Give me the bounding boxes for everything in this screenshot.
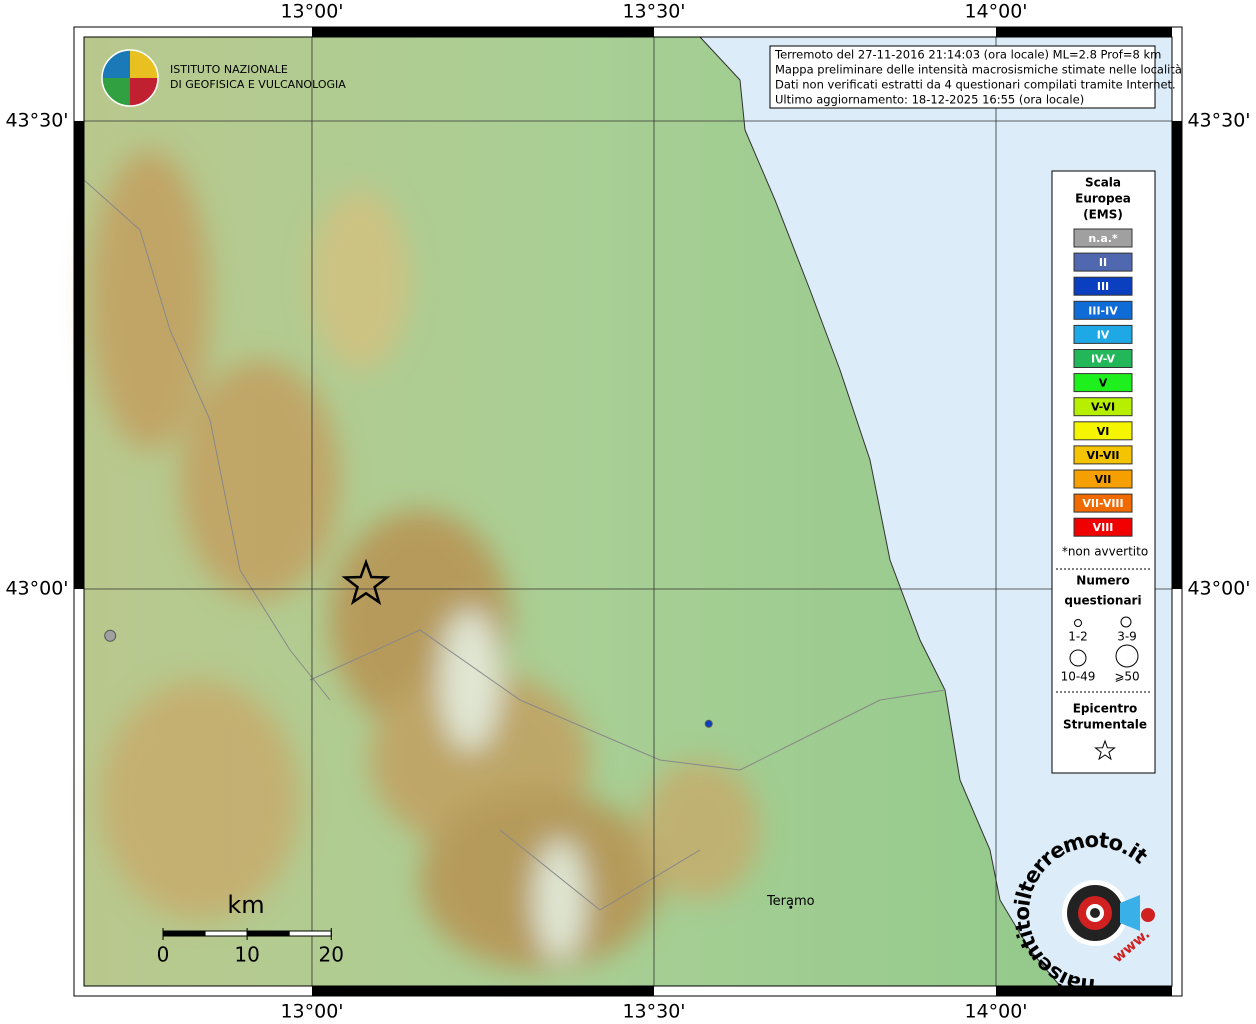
count-title: Numero	[1076, 574, 1129, 588]
frame-band	[311, 27, 654, 37]
legend-label: III-IV	[1088, 304, 1118, 317]
legend-swatch	[1073, 421, 1133, 441]
legend-swatch	[1073, 228, 1133, 248]
legend-label: II	[1099, 256, 1107, 269]
intensity-point	[104, 629, 117, 642]
y-tick-label: 43°00'	[1187, 578, 1250, 600]
logo-text: DI GEOFISICA E VULCANOLOGIA	[170, 78, 346, 91]
info-line: Ultimo aggiornamento: 18-12-2025 16:55 (…	[775, 93, 1084, 107]
place-label: Teramo	[766, 894, 815, 909]
legend-swatch	[1073, 349, 1133, 368]
legend-title: (EMS)	[1083, 208, 1123, 222]
count-size: 1-2	[1068, 630, 1088, 644]
legend-label: VII-VIII	[1082, 497, 1123, 510]
epicenter-title: Strumentale	[1063, 718, 1147, 732]
legend-label: IV-V	[1091, 353, 1116, 366]
frame-band	[311, 986, 654, 996]
frame: 13°00' 13°00' 13°30' 13°30' 14°00' 14°00' 43°0…	[5, 1, 1250, 1023]
frame-band	[74, 120, 84, 590]
count-title: questionari	[1064, 594, 1141, 608]
scale-unit: km	[227, 891, 264, 919]
count-size: 3-9	[1117, 630, 1137, 644]
legend-label: IV	[1097, 328, 1110, 341]
x-tick-label: 14°00'	[964, 1, 1027, 23]
legend-label: VII	[1095, 473, 1112, 486]
legend-label: n.a.*	[1088, 232, 1118, 245]
y-tick-label: 43°30'	[5, 109, 68, 131]
legend-swatch	[1073, 445, 1133, 465]
legend-swatch	[1073, 373, 1133, 393]
logo-text: ISTITUTO NAZIONALE	[170, 63, 288, 76]
legend-swatch	[1073, 493, 1133, 513]
legend-swatch	[1073, 276, 1133, 296]
intensity-point	[704, 719, 713, 728]
legend-title: Scala	[1085, 176, 1121, 190]
legend-note: *non avvertito	[1062, 545, 1148, 559]
legend-label: VIII	[1093, 521, 1114, 534]
legend-title: Europea	[1075, 192, 1131, 206]
legend-swatch	[1073, 469, 1133, 489]
scale-bar: km 0 10 20	[157, 891, 344, 967]
info-line: Terremoto del 27-11-2016 21:14:03 (ora l…	[774, 48, 1161, 62]
legend-swatch	[1073, 324, 1133, 344]
x-tick-label: 13°30'	[622, 1001, 685, 1023]
map-marks: Teramo	[104, 558, 815, 909]
frame-band	[996, 27, 1172, 37]
legend-label: III	[1097, 280, 1109, 293]
graticule	[84, 37, 1172, 986]
info-line: Mappa preliminare delle intensità macros…	[775, 63, 1182, 77]
legend-swatch	[1073, 300, 1133, 320]
x-tick-label: 13°00'	[280, 1, 343, 23]
terrain	[83, 36, 1173, 987]
legend: Scala Europea (EMS) *non avvertito Numer…	[1051, 170, 1156, 774]
info-box: Terremoto del 27-11-2016 21:14:03 (ora l…	[769, 45, 1182, 109]
legend-label: V	[1099, 377, 1108, 390]
epicenter-title: Epicentro	[1073, 702, 1138, 716]
legend-label: VI-VII	[1086, 449, 1119, 462]
scale-label: 20	[319, 943, 344, 967]
x-tick-label: 13°30'	[622, 1, 685, 23]
legend-swatch	[1073, 252, 1133, 272]
x-tick-label: 13°00'	[280, 1001, 343, 1023]
scale-segment	[162, 930, 206, 937]
scale-segment	[288, 930, 332, 937]
scale-segment	[204, 930, 248, 937]
ingv-logo: ISTITUTO NAZIONALE DI GEOFISICA E VULCAN…	[101, 49, 346, 107]
scale-segment	[246, 930, 290, 937]
legend-swatch	[1073, 517, 1133, 537]
place-dot	[789, 905, 793, 909]
count-size: ⩾50	[1114, 670, 1139, 684]
y-tick-label: 43°30'	[1187, 109, 1250, 131]
scale-label: 10	[234, 943, 259, 967]
x-tick-label: 14°00'	[964, 1001, 1027, 1023]
count-size: 10-49	[1061, 670, 1096, 684]
legend-label: V-VI	[1091, 401, 1115, 414]
y-tick-label: 43°00'	[5, 578, 68, 600]
frame-band	[996, 986, 1172, 996]
scale-label: 0	[157, 943, 170, 967]
epicenter	[341, 558, 391, 606]
legend-swatch	[1073, 397, 1133, 417]
info-line: Dati non verificati estratti da 4 questi…	[775, 78, 1176, 92]
frame-band	[1172, 120, 1182, 590]
legend-label: VI	[1097, 425, 1110, 438]
